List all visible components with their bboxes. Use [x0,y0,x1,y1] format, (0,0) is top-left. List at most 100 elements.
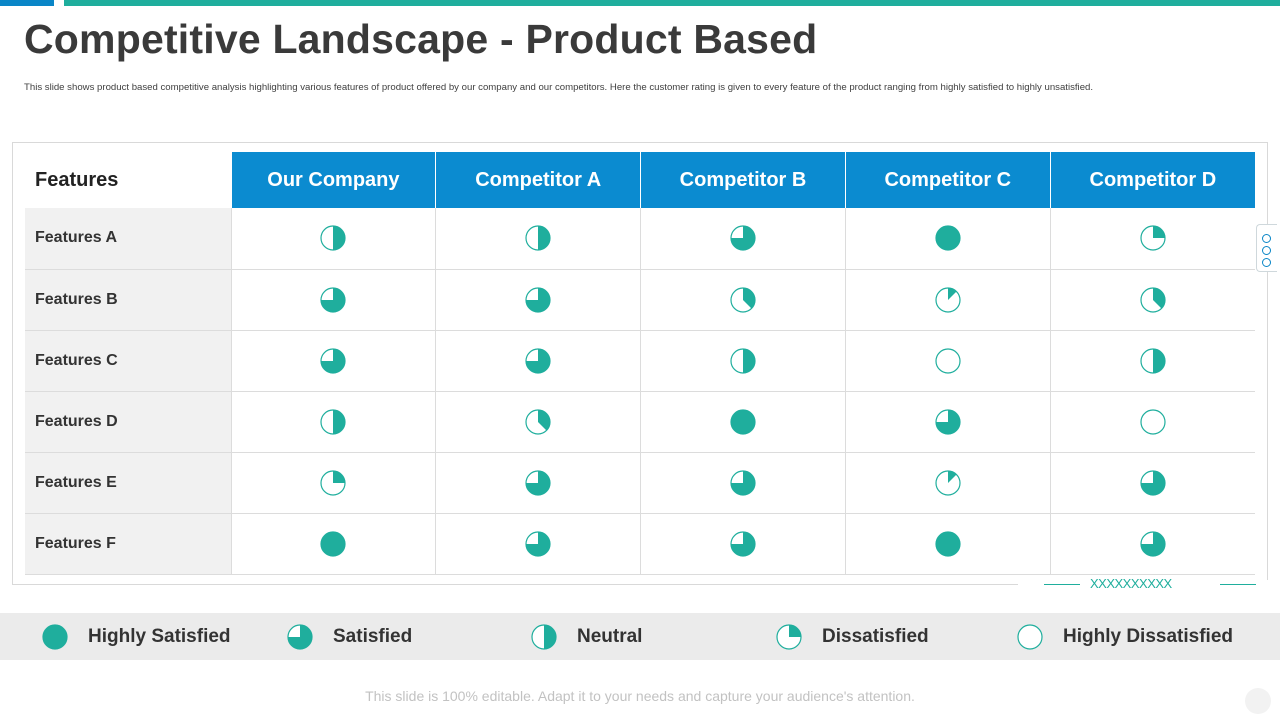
side-panel-tab[interactable] [1256,224,1277,272]
feature-row-label: Features B [25,269,231,331]
feature-row-label: Features D [25,391,231,453]
legend-item-satisfied: Satisfied [287,623,412,651]
rating-cell [1049,269,1255,331]
rating-cell [435,452,641,514]
three-quarter-circle-icon [320,347,346,374]
full-circle-icon [935,225,961,251]
decoration-x-pattern: XXXXXXXXXX [1090,576,1172,591]
column-header-competitor-d: Competitor D [1049,152,1255,208]
rating-cell [1049,208,1255,270]
three-quarter-circle-icon [287,624,313,650]
rating-cell [230,391,436,453]
table-row: Features D [25,391,1255,453]
corner-circle-decoration [1245,688,1271,714]
legend-label: Highly Dissatisfied [1063,626,1233,647]
eighth-circle-icon [935,469,961,496]
slide-subtitle: This slide shows product based competiti… [24,82,1094,93]
rating-cell [1049,330,1255,392]
quarter-circle-icon [776,624,802,650]
feature-row-label: Features F [25,513,231,575]
comparison-table: Features Our Company Competitor A Compet… [25,152,1255,575]
full-circle-icon [935,530,961,557]
top-accent-bar-blue [0,0,54,6]
rating-cell [640,513,846,575]
rating-cell [640,391,846,453]
rating-cell [435,330,641,392]
rating-cell [1049,452,1255,514]
column-header-competitor-a: Competitor A [435,152,641,208]
full-circle-icon [320,530,346,557]
three-quarter-circle-icon [1140,469,1166,496]
side-tab-dot-icon [1262,258,1271,267]
half-circle-icon [531,624,557,650]
empty-circle-icon [935,347,961,374]
header-row: Features Our Company Competitor A Compet… [25,152,1255,208]
rating-cell [230,330,436,392]
three-eighths-circle-icon [1140,286,1166,313]
rating-cell [1049,513,1255,575]
legend-label: Dissatisfied [822,626,929,647]
three-eighths-circle-icon [525,408,551,435]
three-quarter-circle-icon [730,225,756,251]
table-frame [12,142,1268,585]
eighth-circle-icon [935,286,961,313]
empty-circle-icon [1017,624,1043,650]
table-row: Features C [25,330,1255,392]
rating-cell [844,391,1051,453]
decoration-line-left [1044,584,1080,585]
half-circle-icon [320,225,346,251]
rating-cell [640,208,846,270]
table-row: Features F [25,513,1255,575]
footer-note: This slide is 100% editable. Adapt it to… [365,688,915,704]
legend-item-neutral: Neutral [531,623,642,651]
table-row: Features A [25,208,1255,270]
three-quarter-circle-icon [525,286,551,313]
three-quarter-circle-icon [730,469,756,496]
legend-label: Neutral [577,626,643,647]
side-tab-dot-icon [1262,234,1271,243]
half-circle-icon [1140,347,1166,374]
empty-circle-icon [1140,408,1166,435]
rating-cell [844,208,1051,270]
decoration-line-right [1220,584,1256,585]
feature-row-label: Features E [25,452,231,514]
column-header-competitor-c: Competitor C [844,152,1051,208]
three-eighths-circle-icon [730,286,756,313]
rating-cell [844,330,1051,392]
legend-item-dissatisfied: Dissatisfied [776,623,929,651]
features-column-header: Features [25,152,231,208]
table-row: Features B [25,269,1255,331]
half-circle-icon [730,347,756,374]
frame-gap [1018,580,1270,590]
legend-label: Highly Satisfied [88,626,231,647]
top-accent-bar-teal [64,0,1280,6]
legend-bar: Highly Satisfied Satisfied Neutral Dissa… [0,613,1280,660]
rating-cell [435,391,641,453]
rating-cell [230,269,436,331]
full-circle-icon [730,408,756,435]
rating-cell [230,452,436,514]
three-quarter-circle-icon [525,530,551,557]
three-quarter-circle-icon [525,469,551,496]
rating-cell [435,513,641,575]
half-circle-icon [525,225,551,251]
legend-item-highly-satisfied: Highly Satisfied [42,623,231,651]
rating-cell [844,513,1051,575]
rating-cell [640,269,846,331]
rating-cell [844,452,1051,514]
rating-cell [230,208,436,270]
column-header-competitor-b: Competitor B [640,152,846,208]
three-quarter-circle-icon [1140,530,1166,557]
rating-cell [640,452,846,514]
quarter-circle-icon [320,469,346,496]
three-quarter-circle-icon [935,408,961,435]
column-header-our-company: Our Company [230,152,436,208]
legend-label: Satisfied [333,626,413,647]
rating-cell [844,269,1051,331]
table-row: Features E [25,452,1255,514]
slide-title: Competitive Landscape - Product Based [24,16,818,62]
half-circle-icon [320,408,346,435]
table-body: Features A Features B Features C Features D… [25,208,1255,575]
three-quarter-circle-icon [525,347,551,374]
quarter-circle-icon [1140,225,1166,251]
